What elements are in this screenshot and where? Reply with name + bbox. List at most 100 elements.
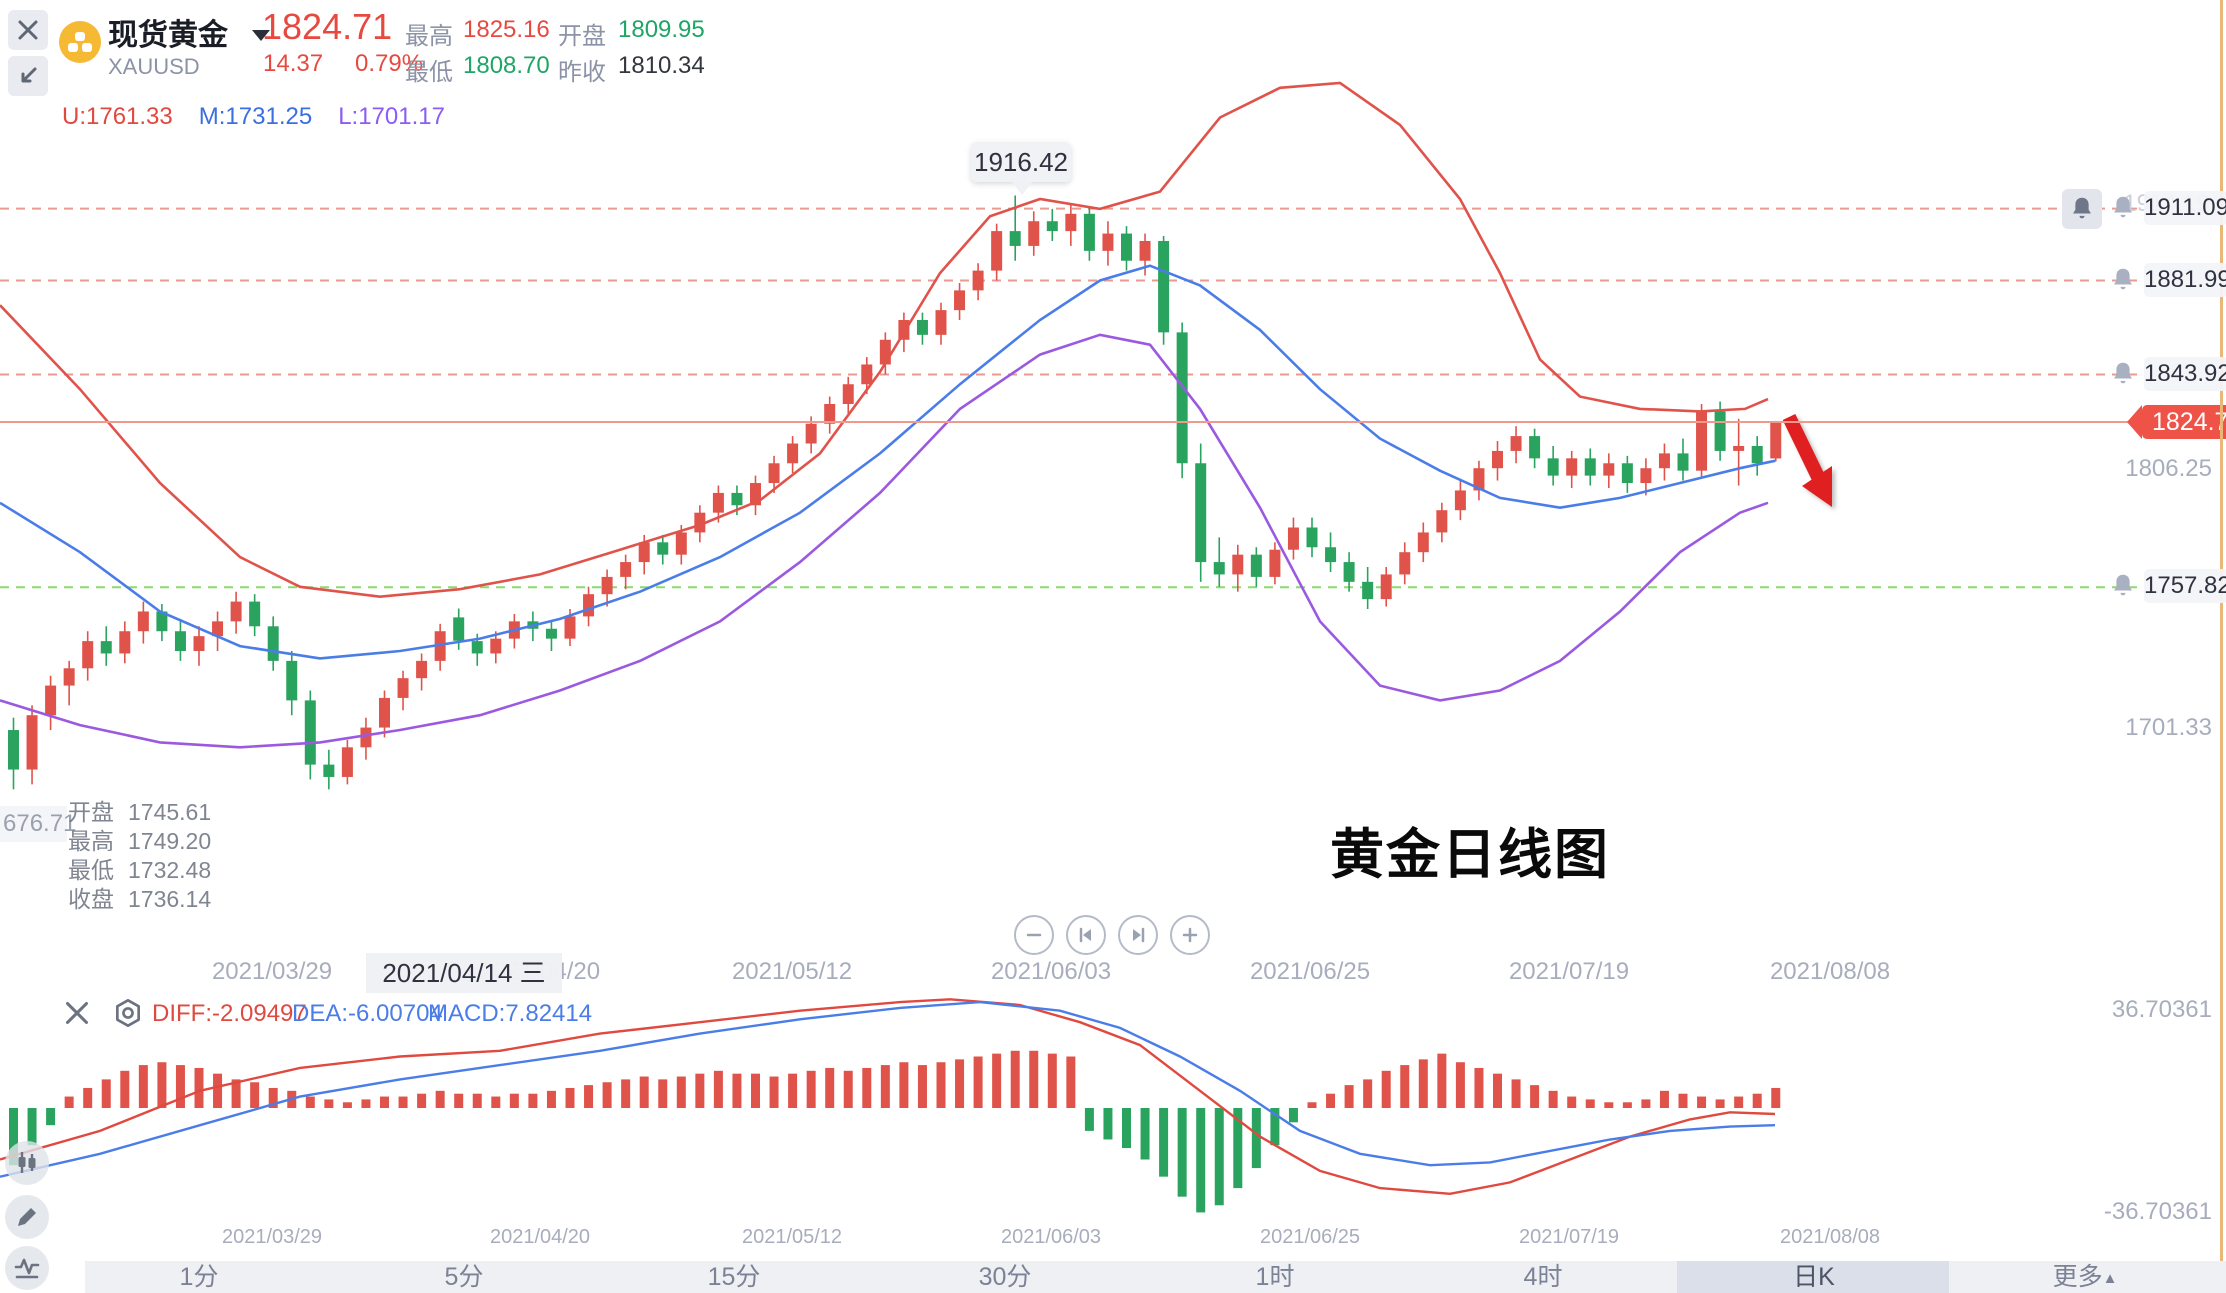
- macd-axis-max: 36.70361: [2111, 996, 2212, 1023]
- bell-icon: [2114, 574, 2132, 596]
- stat-low-value: 1808.70: [463, 52, 550, 79]
- wave-line-icon: [14, 1258, 40, 1279]
- date-axis-label: 2021/06/25: [1249, 958, 1371, 985]
- macd-date-axis-label: 2021/07/19: [1518, 1226, 1620, 1248]
- timeframe-bar: 1分 5分 15分 30分 1时 4时 日K 更多▲: [0, 1261, 2226, 1293]
- plus-icon: [1182, 927, 1198, 943]
- boll-lower-value: L:1701.17: [338, 103, 445, 130]
- tab-1分[interactable]: 1分: [179, 1263, 219, 1291]
- macd-date-axis-label: 2021/03/29: [221, 1226, 323, 1248]
- alert-price-label[interactable]: 1757.82: [2144, 569, 2226, 604]
- ohlc-low-label: 最低: [68, 857, 114, 883]
- boll-lower-line: [0, 333, 1769, 749]
- symbol-name[interactable]: 现货黄金: [108, 19, 228, 52]
- bell-icon: [2114, 362, 2132, 383]
- macd-dea-value: DEA:-6.00704: [292, 1000, 443, 1027]
- macd-diff-value: DIFF:-2.09497: [152, 1000, 307, 1027]
- boll-mid-line: [0, 264, 1776, 660]
- candlestick-icon: [18, 1152, 36, 1173]
- skip-to-start-button[interactable]: [1066, 915, 1106, 955]
- stat-open-label: 开盘: [558, 23, 606, 50]
- zoom-in-button[interactable]: [1170, 915, 1210, 955]
- collapse-button[interactable]: [8, 56, 48, 96]
- crosshair-date-tooltip: 2021/04/14 三: [366, 953, 562, 993]
- tab-更多[interactable]: 更多▲: [2052, 1263, 2118, 1291]
- boll-mid-value: M:1731.25: [198, 103, 313, 130]
- close-icon: [18, 20, 38, 40]
- stat-prevclose-value: 1810.34: [618, 52, 705, 79]
- ohlc-tooltip: 开盘 1745.61 最高 1749.20 最低 1732.48 收盘 1736.14: [68, 798, 211, 914]
- selected-tab-highlight: [1677, 1261, 1949, 1293]
- macd-date-axis-label: 2021/08/08: [1779, 1226, 1881, 1248]
- symbol-code: XAUUSD: [108, 54, 200, 79]
- alert-bell-button[interactable]: [2108, 571, 2138, 601]
- macd-date-axis-label: 2021/04/20: [489, 1226, 591, 1248]
- bell-icon: [2114, 196, 2132, 218]
- pencil-icon: [18, 1208, 36, 1226]
- stat-prevclose-label: 昨收: [558, 59, 606, 86]
- alert-price-label[interactable]: 1843.92: [2144, 356, 2226, 391]
- crosshair-price-label: 676.71: [0, 806, 76, 842]
- stat-open-value: 1809.95: [618, 16, 705, 43]
- macd-date-axis-label: 2021/05/12: [741, 1226, 843, 1248]
- macd-macd-value: MACD:7.82414: [428, 1000, 593, 1027]
- tab-日K[interactable]: 日K: [1793, 1263, 1835, 1291]
- tab-15分[interactable]: 15分: [707, 1263, 761, 1291]
- ohlc-low-value: 1732.48: [128, 857, 212, 883]
- ohlc-close-value: 1736.14: [128, 886, 212, 912]
- date-axis-label: 2021/08/08: [1769, 958, 1891, 985]
- ohlc-high-value: 1749.20: [128, 828, 212, 854]
- ohlc-open-label: 开盘: [68, 799, 114, 825]
- peak-price-tooltip: 1916.42: [971, 142, 1071, 195]
- macd-date-axis-label: 2021/06/03: [1000, 1226, 1102, 1248]
- alert-bell-button[interactable]: [2108, 359, 2138, 389]
- macd-chart[interactable]: [0, 995, 2226, 1245]
- zoom-out-button[interactable]: [1014, 915, 1054, 955]
- macd-axis-min: -36.70361: [2103, 1198, 2212, 1225]
- axis-price-label: 1806.25: [2125, 455, 2212, 482]
- gold-coin-icon: [59, 21, 101, 63]
- stat-low-label: 最低: [405, 59, 453, 86]
- tab-4时[interactable]: 4时: [1523, 1263, 1563, 1291]
- price-change-percent: 0.79%: [355, 50, 424, 77]
- macd-date-axis-label: 2021/06/25: [1259, 1226, 1361, 1248]
- macd-settings-button[interactable]: [112, 997, 144, 1029]
- boll-indicator-values: U:1761.33 M:1731.25 L:1701.17: [62, 103, 445, 131]
- trend-down-arrow: [1782, 413, 1832, 507]
- date-axis-label: 2021/03/29: [211, 958, 333, 985]
- close-chart-button[interactable]: [8, 10, 48, 50]
- ohlc-high-label: 最高: [68, 828, 114, 854]
- date-axis-label: 2021/05/12: [731, 958, 853, 985]
- chevron-down-icon[interactable]: [252, 30, 270, 41]
- skip-end-icon: [1133, 927, 1145, 943]
- tab-5分[interactable]: 5分: [444, 1263, 484, 1291]
- close-icon: [66, 1002, 88, 1024]
- date-axis-label: 2021/07/19: [1508, 958, 1630, 985]
- date-axis-label: 2021/06/03: [990, 958, 1112, 985]
- ohlc-close-label: 收盘: [68, 886, 114, 912]
- current-price-line: [0, 421, 2144, 423]
- candlestick-chart[interactable]: [0, 0, 2226, 952]
- alert-bell-button[interactable]: [2108, 265, 2138, 295]
- indicator-button[interactable]: [5, 1246, 49, 1290]
- price-change: 14.37: [263, 50, 324, 77]
- candlestick-style-button[interactable]: [5, 1141, 49, 1185]
- alert-bell-active-button[interactable]: [2062, 188, 2102, 229]
- chart-right-border: [2220, 0, 2223, 1293]
- bell-icon: [2114, 268, 2132, 289]
- boll-upper-value: U:1761.33: [62, 103, 173, 130]
- skip-to-end-button[interactable]: [1118, 915, 1158, 955]
- alert-price-label[interactable]: 1881.99: [2144, 262, 2226, 297]
- skip-start-icon: [1079, 927, 1091, 943]
- stat-high-label: 最高: [405, 23, 453, 50]
- tab-30分[interactable]: 30分: [978, 1263, 1032, 1291]
- ohlc-open-value: 1745.61: [128, 799, 212, 825]
- triangle-up-icon: ▲: [2102, 1270, 2118, 1287]
- tab-1时[interactable]: 1时: [1255, 1263, 1295, 1291]
- draw-tool-button[interactable]: [5, 1195, 49, 1239]
- alert-bell-button[interactable]: [2108, 193, 2138, 223]
- boll-upper-line: [0, 81, 1769, 599]
- macd-close-button[interactable]: [64, 1000, 90, 1026]
- alert-price-label[interactable]: 1911.09: [2144, 190, 2226, 225]
